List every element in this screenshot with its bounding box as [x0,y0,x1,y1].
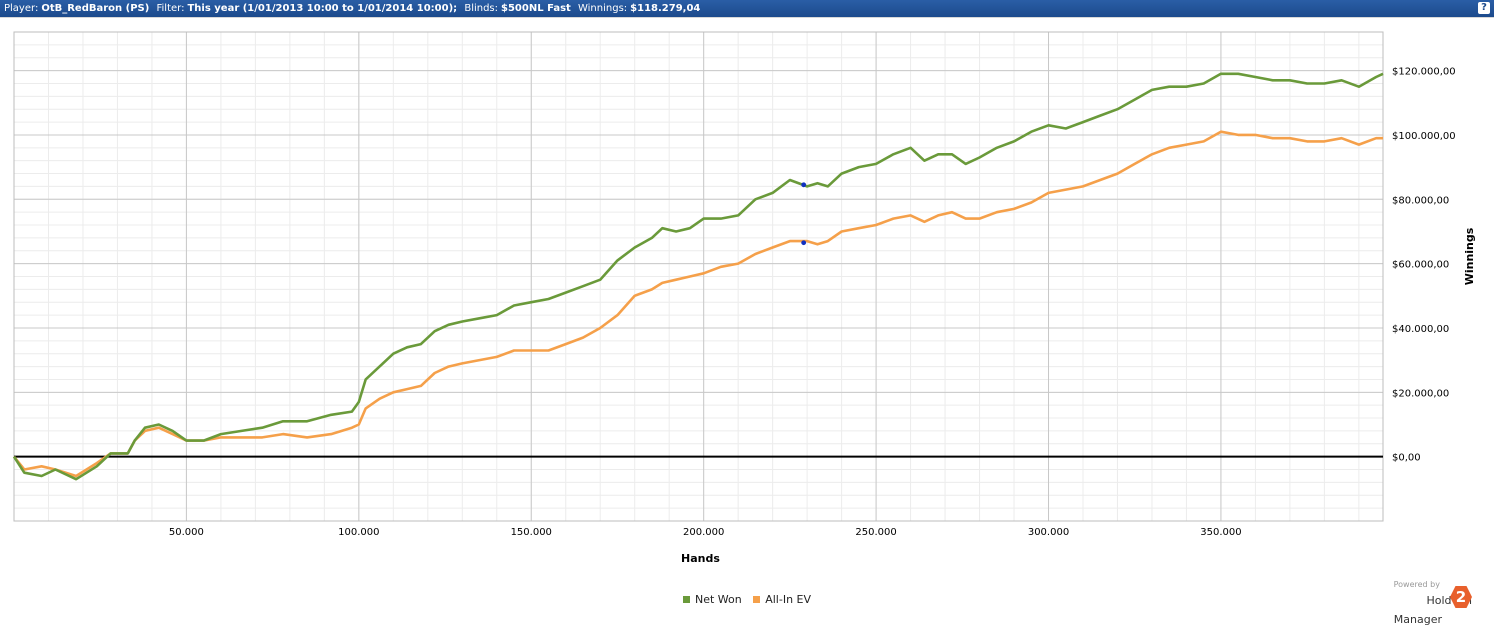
winnings-chart[interactable]: 50.000 100.000 150.000 200.000 250.000 300.00… [0,17,1494,577]
y-tick-label: $40.000,00 [1392,324,1449,335]
x-tick-label: 250.000 [855,527,896,538]
y-tick-label: $100.000,00 [1392,131,1456,142]
chart-frame [0,17,1494,617]
x-tick-label: 350.000 [1200,527,1241,538]
player-label: Player: [4,3,39,14]
branding: Powered by Hold'em Manager 2 [1352,580,1472,627]
x-tick-label: 200.000 [683,527,724,538]
y-axis-title: Winnings [1463,227,1476,285]
data-point-marker [801,240,807,246]
legend-swatch-net-won [682,596,690,603]
blinds-label: Blinds: [464,3,499,14]
series-line-net-won [12,72,1384,481]
legend: Net Won All-In EV [0,593,1494,606]
legend-item-net-won[interactable]: Net Won [682,593,742,606]
y-tick-labels: $0,00 $20.000,00 $40.000,00 $60.000,00 $80.0… [1392,67,1456,464]
title-bar: Player: OtB_RedBaron (PS) Filter: This yea… [0,0,1494,17]
help-icon[interactable]: ? [1478,2,1490,14]
powered-by-text: Powered by [1393,580,1440,589]
series-layer [12,72,1384,481]
y-tick-label: $20.000,00 [1392,388,1449,399]
x-tick-label: 100.000 [338,527,379,538]
data-point-marker [801,182,807,188]
legend-label-net-won: Net Won [694,593,742,606]
major-gridlines [14,32,1383,521]
blinds-value: $500NL Fast [501,3,571,14]
x-tick-label: 50.000 [169,527,204,538]
winnings-label: Winnings: [577,3,628,14]
y-tick-label: $120.000,00 [1392,67,1456,78]
plot-area-border [13,31,1384,522]
x-tick-labels: 50.000 100.000 150.000 200.000 250.000 300.00… [169,527,1242,538]
x-tick-label: 300.000 [1028,527,1069,538]
y-tick-label: $80.000,00 [1392,195,1449,206]
y-tick-label: $60.000,00 [1392,260,1449,271]
marker-layer [801,182,807,246]
x-tick-label: 150.000 [511,527,552,538]
hem2-logo-icon: 2 [1450,586,1472,608]
winnings-value: $118.279,04 [630,3,701,14]
x-axis-title: Hands [681,552,720,565]
filter-value: This year (1/01/2013 10:00 to 1/01/2014 … [187,3,458,14]
player-value: OtB_RedBaron (PS) [41,3,150,14]
filter-label: Filter: [156,3,185,14]
minor-gridlines [14,32,1383,521]
legend-item-all-in-ev[interactable]: All-In EV [753,593,811,606]
legend-swatch-all-in-ev [753,596,761,603]
y-tick-label: $0,00 [1392,453,1421,464]
legend-label-all-in-ev: All-In EV [765,593,812,606]
series-line-all-in-ev [12,130,1383,478]
